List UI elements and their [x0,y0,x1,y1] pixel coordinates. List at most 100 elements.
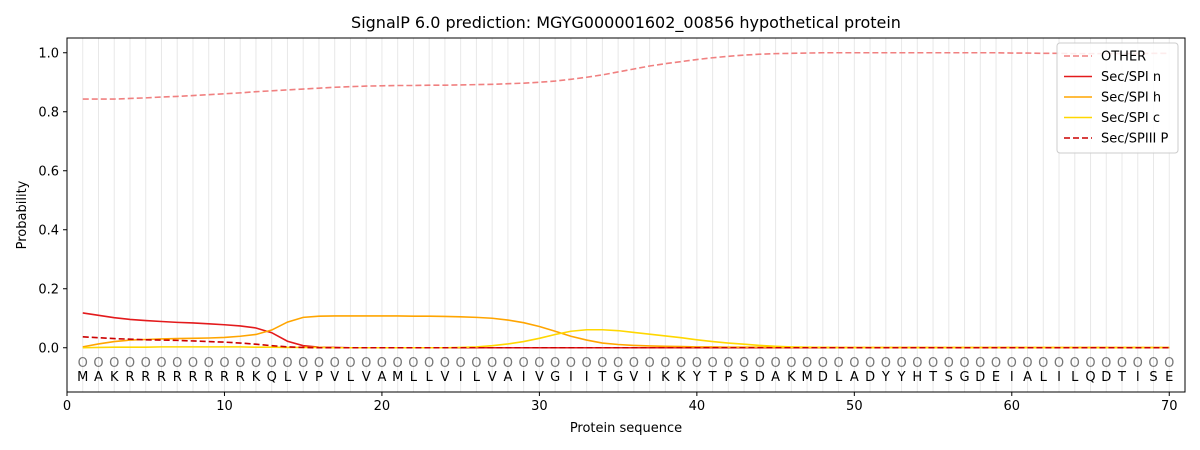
series-lines [82,51,1170,349]
residue-letter: P [724,370,732,385]
residue-prediction: O [282,356,292,371]
legend-label: OTHER [1101,50,1146,65]
residue-letter: S [1149,370,1157,385]
residue-letter: V [330,370,339,385]
x-tick-label: 70 [1161,399,1178,414]
residue-letter: A [94,370,103,385]
x-tick-label: 40 [689,399,706,414]
residue-prediction: O [534,356,544,371]
x-tick-label: 30 [531,399,548,414]
residue-prediction: O [471,356,481,371]
y-tick-label: 0.6 [38,164,59,179]
residue-prediction: O [1022,356,1032,371]
y-axis-label: Probability [15,180,30,249]
residue-prediction: O [314,356,324,371]
legend-label: Sec/SPI h [1101,91,1161,106]
series-line-sec-spiii-p [82,336,1170,349]
residue-annotations: OMOAOKOROROROROROROROROKOQOLOVOPOVOLOVOA… [77,356,1174,385]
residue-letter: M [392,370,403,385]
residue-letter: K [677,370,686,385]
legend-label: Sec/SPIII P [1101,132,1169,147]
residue-letter: V [535,370,544,385]
y-axis-ticks: 0.0 0.2 0.4 0.6 0.8 1.0 [38,46,67,356]
residue-letter: T [928,370,937,385]
residue-prediction: O [881,356,891,371]
residue-letter: R [173,370,182,385]
residue-prediction: O [991,356,1001,371]
residue-prediction: O [944,356,954,371]
residue-prediction: O [833,356,843,371]
residue-prediction: O [204,356,214,371]
residue-letter: L [410,370,418,385]
residue-letter: K [252,370,261,385]
residue-letter: L [1071,370,1079,385]
residue-letter: K [787,370,796,385]
residue-letter: D [865,370,875,385]
residue-letter: M [77,370,88,385]
residue-prediction: O [78,356,88,371]
x-tick-label: 50 [846,399,863,414]
residue-prediction: O [928,356,938,371]
residue-prediction: O [1007,356,1017,371]
residue-letter: G [613,370,623,385]
series-line-other [82,51,1170,100]
residue-prediction: O [424,356,434,371]
plot-frame [66,37,1186,393]
residue-letter: A [377,370,386,385]
residue-prediction: O [361,356,371,371]
residue-letter: G [550,370,560,385]
residue-prediction: O [1070,356,1080,371]
residue-prediction: O [188,356,198,371]
residue-prediction: O [692,356,702,371]
residue-letter: R [236,370,245,385]
residue-letter: E [992,370,1000,385]
x-axis-label: Protein sequence [570,421,682,436]
residue-prediction: O [125,356,135,371]
residue-prediction: O [440,356,450,371]
y-tick-label: 0.8 [38,105,59,120]
residue-letter: Y [897,370,906,385]
residue-prediction: O [1117,356,1127,371]
residue-letter: L [347,370,355,385]
residue-letter: K [661,370,670,385]
residue-letter: R [141,370,150,385]
legend-label: Sec/SPI n [1101,70,1161,85]
x-tick-label: 20 [374,399,391,414]
residue-prediction: O [298,356,308,371]
x-tick-label: 0 [63,399,71,414]
residue-letter: L [1040,370,1048,385]
residue-letter: Y [881,370,890,385]
x-tick-label: 10 [216,399,233,414]
residue-prediction: O [786,356,796,371]
residue-prediction: O [613,356,623,371]
y-tick-label: 0.2 [38,282,59,297]
residue-prediction: O [818,356,828,371]
residue-letter: I [648,370,652,385]
residue-prediction: O [219,356,229,371]
residue-letter: I [585,370,589,385]
residue-prediction: O [330,356,340,371]
residue-prediction: O [912,356,922,371]
residue-letter: T [597,370,606,385]
chart-title: SignalP 6.0 prediction: MGYG000001602_00… [351,13,901,33]
residue-prediction: O [1148,356,1158,371]
y-tick-label: 0.0 [38,341,59,356]
residue-prediction: O [393,356,403,371]
residue-prediction: O [597,356,607,371]
residue-letter: S [945,370,953,385]
residue-letter: V [440,370,449,385]
residue-letter: R [204,370,213,385]
residue-prediction: O [267,356,277,371]
residue-prediction: O [755,356,765,371]
residue-prediction: O [251,356,261,371]
residue-letter: V [629,370,638,385]
residue-prediction: O [707,356,717,371]
residue-letter: H [912,370,922,385]
residue-letter: I [1136,370,1140,385]
residue-prediction: O [109,356,119,371]
residue-letter: M [801,370,812,385]
legend: OTHER Sec/SPI n Sec/SPI h Sec/SPI c Sec/SPII… [1056,42,1179,154]
residue-prediction: O [1085,356,1095,371]
residue-letter: R [125,370,134,385]
residue-letter: V [299,370,308,385]
